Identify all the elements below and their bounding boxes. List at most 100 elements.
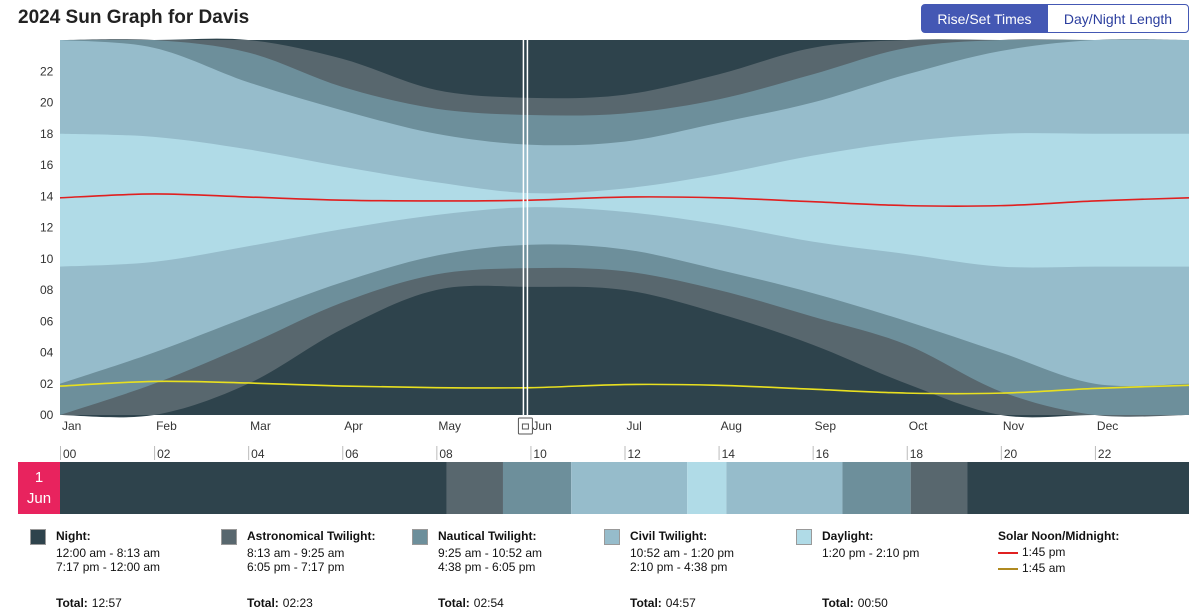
legend-night-total: Total: 12:57 <box>56 596 122 610</box>
total-label: Total: <box>247 596 279 610</box>
y-tick-label: 00 <box>40 408 54 422</box>
x-month-label: Dec <box>1097 419 1118 433</box>
y-tick-label: 12 <box>40 221 54 235</box>
day-night-length-button[interactable]: Day/Night Length <box>1047 4 1189 33</box>
x-month-label: Nov <box>1003 419 1024 433</box>
date-badge-day: 1 <box>35 469 43 486</box>
timeline-segment-night <box>967 462 1189 514</box>
legend-night-total-value: 12:57 <box>91 596 122 610</box>
x-month-label: Jul <box>627 419 642 433</box>
y-tick-label: 20 <box>40 96 54 110</box>
legend-night-morning: 12:00 am - 8:13 am <box>56 546 161 560</box>
night-evening-area <box>60 38 1189 99</box>
x-month-label: Aug <box>721 419 742 433</box>
timeline-segment-daylight <box>687 462 727 514</box>
hour-label: 02 <box>157 447 171 461</box>
date-slider-handle[interactable] <box>517 417 533 435</box>
total-label: Total: <box>822 596 854 610</box>
rise-set-times-button[interactable]: Rise/Set Times <box>921 4 1048 33</box>
timeline-segment-astronomical <box>446 462 503 514</box>
legend-astronomical-total-value: 02:23 <box>282 596 313 610</box>
hour-label: 06 <box>345 447 359 461</box>
x-month-label: Mar <box>250 419 271 433</box>
legend-solar-title: Solar Noon/Midnight: <box>998 529 1120 543</box>
solar-noon-line <box>59 193 1190 207</box>
legend-nautical-morning: 9:25 am - 10:52 am <box>438 546 543 560</box>
y-tick-label: 06 <box>40 314 54 328</box>
legend-civil-total: Total: 04:57 <box>630 596 696 610</box>
total-label: Total: <box>438 596 470 610</box>
date-badge-month: Jun <box>27 490 51 507</box>
y-tick-label: 16 <box>40 158 54 172</box>
y-tick-label: 02 <box>40 377 54 391</box>
hour-label: 08 <box>439 447 453 461</box>
total-label: Total: <box>56 596 88 610</box>
legend-nautical-total: Total: 02:54 <box>438 596 504 610</box>
timeline-segment-nautical <box>502 462 572 514</box>
y-tick-label: 22 <box>40 64 54 78</box>
timeline-segment-civil <box>571 462 688 514</box>
legend-astronomical-total: Total: 02:23 <box>247 596 313 610</box>
y-tick-label: 08 <box>40 283 54 297</box>
legend-solar-noon: 1:45 pm <box>998 545 1065 559</box>
x-month-label: Jan <box>62 419 81 433</box>
legend-solar-noon-value: 1:45 pm <box>1022 545 1066 559</box>
sun-graph-chart[interactable]: 00 02 04 06 08 10 12 14 16 18 20 22 Jan Feb Mar Apr May J… <box>0 38 1200 438</box>
legend-nautical-evening: 4:38 pm - 6:05 pm <box>438 560 536 574</box>
legend-astronomical-morning: 8:13 am - 9:25 am <box>247 546 345 560</box>
solar-noon-line-sample <box>998 551 1018 554</box>
timeline-segment-civil <box>726 462 843 514</box>
total-label: Total: <box>630 596 662 610</box>
hour-label: 22 <box>1098 447 1112 461</box>
night-swatch <box>30 529 46 545</box>
page-title: 2024 Sun Graph for Davis <box>18 7 250 28</box>
legend-daylight-range: 1:20 pm - 2:10 pm <box>822 546 920 560</box>
y-tick-label: 14 <box>40 189 54 203</box>
legend-solar-midnight-value: 1:45 am <box>1022 561 1066 575</box>
y-tick-label: 10 <box>40 252 54 266</box>
x-month-label: Jun <box>532 419 551 433</box>
hour-label: 14 <box>722 447 736 461</box>
hour-label: 16 <box>816 447 830 461</box>
legend-solar-midnight: 1:45 am <box>998 561 1065 575</box>
hour-label: 18 <box>910 447 924 461</box>
x-month-label: May <box>438 419 461 433</box>
legend-night-title: Night: <box>56 529 91 543</box>
day-timeline[interactable]: 00 02 04 06 08 10 12 14 16 18 20 22 1 Jun <box>0 440 1200 520</box>
timeline-segment-astronomical <box>910 462 968 514</box>
legend-daylight-title: Daylight: <box>822 529 874 543</box>
legend-daylight-total: Total: 00:50 <box>822 596 888 610</box>
hour-label: 04 <box>251 447 265 461</box>
x-month-label: Sep <box>815 419 837 433</box>
legend-daylight-total-value: 00:50 <box>857 596 888 610</box>
night-morning-area <box>60 285 1189 418</box>
legend-nautical-total-value: 02:54 <box>473 596 504 610</box>
civil-swatch <box>604 529 620 545</box>
legend-astronomical-evening: 6:05 pm - 7:17 pm <box>247 560 345 574</box>
hour-label: 20 <box>1004 447 1018 461</box>
hour-label: 10 <box>533 447 547 461</box>
handle-grip-icon <box>521 423 529 430</box>
legend-civil-morning: 10:52 am - 1:20 pm <box>630 546 735 560</box>
legend-civil-title: Civil Twilight: <box>630 529 708 543</box>
legend-astronomical-title: Astronomical Twilight: <box>247 529 376 543</box>
x-month-label: Feb <box>156 419 177 433</box>
y-tick-label: 04 <box>40 346 54 360</box>
date-badge[interactable] <box>18 462 60 514</box>
astronomical-swatch <box>221 529 237 545</box>
legend-civil-evening: 2:10 pm - 4:38 pm <box>630 560 728 574</box>
timeline-segment-nautical <box>842 462 911 514</box>
solar-midnight-line-sample <box>998 567 1018 570</box>
timeline-segment-night <box>60 462 447 514</box>
x-month-label: Oct <box>909 419 928 433</box>
y-tick-label: 18 <box>40 127 54 141</box>
daylight-swatch <box>796 529 812 545</box>
legend-civil-total-value: 04:57 <box>665 596 696 610</box>
hour-label: 12 <box>628 447 642 461</box>
legend-nautical-title: Nautical Twilight: <box>438 529 537 543</box>
solar-midnight-line <box>59 380 1190 395</box>
nautical-swatch <box>412 529 428 545</box>
legend-night-evening: 7:17 pm - 12:00 am <box>56 560 161 574</box>
hour-label: 00 <box>63 447 77 461</box>
x-month-label: Apr <box>344 419 363 433</box>
